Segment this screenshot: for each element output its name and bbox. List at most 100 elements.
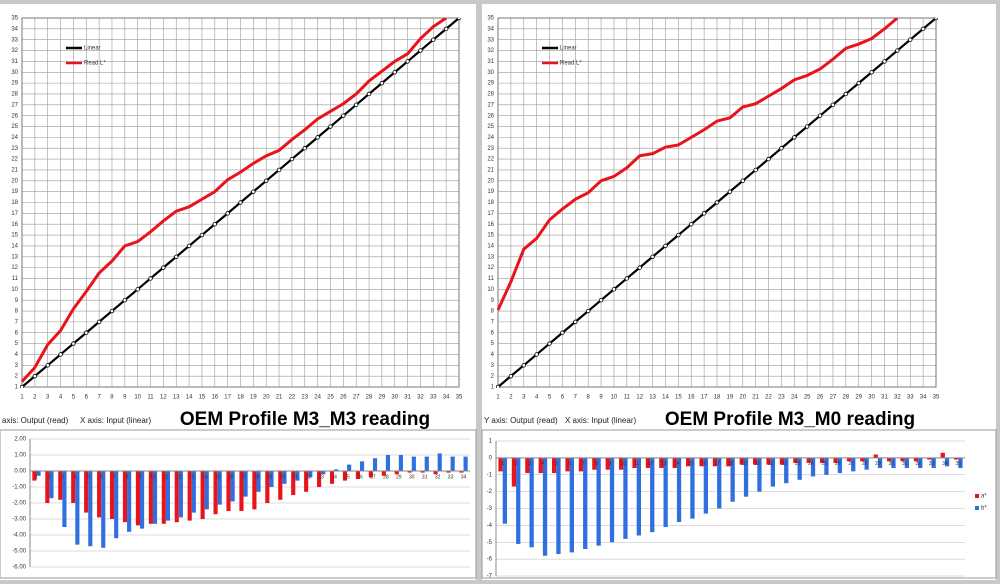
bar bbox=[304, 471, 309, 492]
x-tick-label: 3 bbox=[528, 461, 531, 467]
y-tick-label: 35 bbox=[11, 16, 18, 22]
bar bbox=[659, 457, 664, 468]
bar bbox=[712, 457, 718, 467]
bar bbox=[753, 457, 758, 465]
y-tick-label: -4 bbox=[487, 523, 493, 529]
x-tick-label: 8 bbox=[126, 474, 129, 480]
x-tick-label: 7 bbox=[113, 474, 116, 480]
bar bbox=[940, 452, 945, 458]
bar bbox=[784, 457, 789, 484]
y-tick-label: 33 bbox=[487, 37, 494, 43]
bar bbox=[860, 457, 865, 462]
bar bbox=[424, 456, 429, 471]
bar bbox=[394, 471, 399, 475]
marker bbox=[161, 265, 166, 270]
bar bbox=[45, 471, 50, 503]
marker bbox=[843, 91, 849, 97]
marker bbox=[122, 297, 128, 303]
bar bbox=[191, 471, 196, 513]
bar bbox=[837, 457, 842, 474]
plot-border bbox=[497, 17, 937, 388]
bar bbox=[663, 457, 668, 528]
marker bbox=[521, 363, 526, 368]
y-tick-label: 3 bbox=[15, 363, 19, 369]
bar bbox=[502, 457, 507, 524]
bar bbox=[743, 457, 749, 497]
x-tick-label: 19 bbox=[250, 395, 257, 401]
x-tick-label: 8 bbox=[595, 461, 598, 467]
series-line bbox=[20, 18, 447, 383]
y-tick-label: 30 bbox=[487, 70, 494, 76]
x-tick-label: 34 bbox=[443, 395, 450, 401]
marker bbox=[817, 113, 823, 118]
marker bbox=[264, 178, 269, 183]
bar bbox=[437, 453, 442, 471]
bar bbox=[779, 457, 785, 465]
y-tick-label: -1.00 bbox=[12, 485, 26, 491]
y-tick-label: 11 bbox=[12, 276, 19, 282]
bar bbox=[793, 457, 798, 463]
y-tick-label: 33 bbox=[11, 37, 18, 43]
x-tick-label: 14 bbox=[674, 461, 680, 467]
bar bbox=[623, 457, 628, 539]
bar bbox=[282, 471, 287, 484]
y-tick-label: -2.00 bbox=[12, 501, 26, 507]
x-tick-label: 28 bbox=[842, 395, 849, 401]
x-tick-label: 26 bbox=[340, 395, 347, 401]
marker bbox=[740, 178, 745, 183]
y-tick-label: 7 bbox=[15, 319, 19, 325]
x-tick-label: 10 bbox=[611, 395, 618, 401]
x-tick-label: 32 bbox=[435, 474, 441, 480]
bar bbox=[291, 471, 296, 495]
marker bbox=[611, 287, 617, 292]
plot-series bbox=[496, 18, 938, 388]
chart-title: OEM Profile M3_M3 reading bbox=[180, 409, 430, 430]
bar bbox=[699, 457, 704, 467]
bar bbox=[609, 457, 615, 543]
y-tick-label: 22 bbox=[11, 157, 18, 163]
x-tick-label: 4 bbox=[74, 474, 77, 480]
marker bbox=[148, 276, 153, 281]
bar bbox=[278, 471, 283, 500]
bar bbox=[321, 471, 326, 475]
y-tick-label: 21 bbox=[11, 168, 18, 174]
x-tick-label: 26 bbox=[817, 395, 824, 401]
y-tick-label: 16 bbox=[11, 222, 18, 228]
bar bbox=[913, 457, 919, 462]
y-tick-label: 32 bbox=[487, 48, 494, 54]
y-tick-label: 14 bbox=[487, 243, 494, 249]
y-tick-label: 6 bbox=[15, 330, 19, 336]
marker bbox=[366, 91, 372, 97]
x-tick-label: 2 bbox=[515, 461, 518, 467]
bar bbox=[900, 457, 905, 462]
y-tick-label: 19 bbox=[11, 189, 18, 195]
y-tick-label: 2.00 bbox=[14, 437, 26, 443]
bar bbox=[927, 457, 932, 460]
marker bbox=[908, 37, 913, 42]
bar bbox=[846, 457, 852, 462]
marker bbox=[443, 26, 449, 32]
bar bbox=[498, 457, 503, 472]
x-tick-label: 35 bbox=[456, 395, 463, 401]
y-tick-label: 27 bbox=[11, 102, 18, 108]
bar bbox=[135, 471, 140, 526]
bar bbox=[739, 457, 744, 465]
x-tick-label: 17 bbox=[224, 395, 231, 401]
x-tick-label: 31 bbox=[902, 461, 908, 467]
bar bbox=[511, 457, 517, 487]
y-tick-label: 26 bbox=[11, 113, 18, 119]
bar bbox=[757, 457, 762, 492]
x-tick-label: 18 bbox=[714, 395, 721, 401]
bar bbox=[556, 457, 561, 555]
y-tick-label: 15 bbox=[11, 233, 18, 239]
x-tick-label: 19 bbox=[727, 395, 734, 401]
y-tick-label: 1.00 bbox=[14, 453, 26, 459]
marker bbox=[71, 341, 76, 346]
bar bbox=[334, 469, 339, 471]
x-tick-label: 21 bbox=[293, 474, 299, 480]
bar bbox=[552, 457, 557, 474]
x-tick-label: 12 bbox=[176, 474, 182, 480]
y-tick-label: -3.00 bbox=[12, 517, 26, 523]
bar bbox=[355, 471, 360, 479]
legend-label: Linear bbox=[560, 46, 577, 52]
